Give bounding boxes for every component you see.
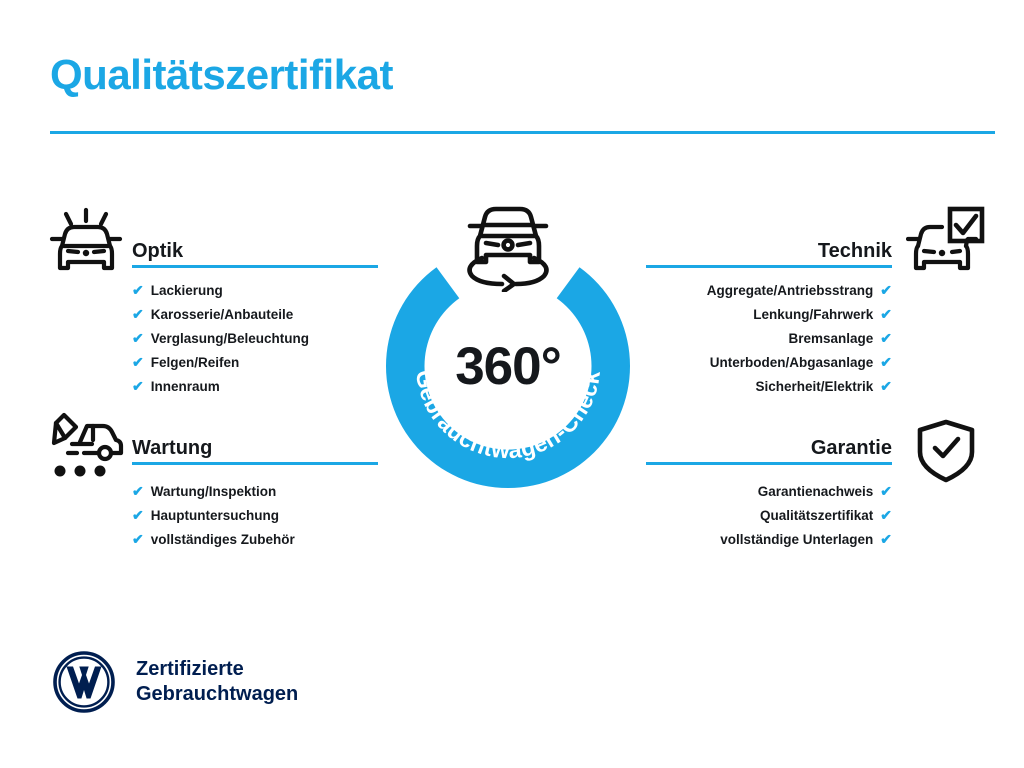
section-wartung-head: Wartung <box>132 438 378 465</box>
list-item-label: Sicherheit/Elektrik <box>755 379 874 395</box>
check-icon: ✔ <box>132 483 144 499</box>
section-optik-divider <box>132 265 378 268</box>
section-wartung-title: Wartung <box>132 437 213 459</box>
check-icon: ✔ <box>132 531 144 548</box>
list-item-label: Innenraum <box>150 379 220 395</box>
section-wartung-list: ✔ Wartung/Inspektion ✔ Hauptuntersuchung ✔… <box>132 484 378 548</box>
list-item: Unterboden/Abgasanlage ✔ <box>646 355 892 371</box>
list-item: Garantienachweis ✔ <box>646 484 892 500</box>
list-item: ✔ Lackierung <box>132 283 378 299</box>
list-item-label: Verglasung/Beleuchtung <box>150 331 310 347</box>
check-icon: ✔ <box>132 378 144 395</box>
shield-check-icon <box>914 418 978 484</box>
list-item: Sicherheit/Elektrik ✔ <box>646 379 892 395</box>
list-item: ✔ Wartung/Inspektion <box>132 484 378 500</box>
section-garantie: Garantie Garantienachweis ✔ Qualitätszert… <box>646 438 892 556</box>
vw-footer-line2: Gebrauchtwagen <box>136 683 299 705</box>
badge-ring: Gebrauchtwagen-Check <box>386 267 630 489</box>
section-optik-list: ✔ Lackierung ✔ Karosserie/Anbauteile ✔ Verg… <box>132 283 378 395</box>
list-item: Lenkung/Fahrwerk ✔ <box>646 307 892 323</box>
section-garantie-title: Garantie <box>810 437 892 459</box>
list-item-label: Lackierung <box>150 283 223 298</box>
section-technik-list: Aggregate/Antriebsstrang ✔ Lenkung/Fahrwe… <box>646 283 892 395</box>
vw-footer-line1: Zertifizierte <box>136 658 244 680</box>
list-item: ✔ Verglasung/Beleuchtung <box>132 331 378 347</box>
list-item-label: Unterboden/Abgasanlage <box>709 355 874 371</box>
section-optik-head: Optik <box>132 241 378 268</box>
list-item-label: Garantienachweis <box>757 484 874 499</box>
vw-logo-icon <box>53 651 115 713</box>
list-item: ✔ Innenraum <box>132 379 378 395</box>
section-garantie-head: Garantie <box>646 438 892 465</box>
check-icon: ✔ <box>132 354 144 371</box>
section-technik-divider <box>646 265 892 268</box>
section-wartung: Wartung ✔ Wartung/Inspektion ✔ Hauptunters… <box>132 438 378 556</box>
car-front-lights-icon <box>48 206 124 278</box>
list-item: ✔ Hauptuntersuchung <box>132 508 378 524</box>
vw-footer-logo: Zertifizierte Gebrauchtwagen <box>52 650 298 714</box>
check-icon: ✔ <box>132 507 144 524</box>
list-item: Aggregate/Antriebsstrang ✔ <box>646 283 892 299</box>
car-front-checkbox-icon <box>905 206 986 278</box>
car-front-rotate-icon <box>452 196 564 294</box>
list-item-label: Bremsanlage <box>788 331 874 347</box>
car-pencil-service-icon <box>46 412 128 480</box>
vw-footer-text: Zertifizierte Gebrauchtwagen <box>136 657 298 707</box>
list-item-label: vollständiges Zubehör <box>150 532 295 548</box>
check-icon: ✔ <box>880 354 892 371</box>
check-icon: ✔ <box>880 378 892 395</box>
list-item-label: Karosserie/Anbauteile <box>150 307 294 323</box>
list-item: ✔ vollständiges Zubehör <box>132 532 378 548</box>
title-divider <box>50 131 995 134</box>
check-icon: ✔ <box>880 483 892 499</box>
check-icon: ✔ <box>880 282 892 298</box>
section-technik-head: Technik <box>646 241 892 268</box>
list-item: ✔ Felgen/Reifen <box>132 355 378 371</box>
check-icon: ✔ <box>880 306 892 323</box>
check-icon: ✔ <box>880 531 892 548</box>
list-item-label: vollständige Unterlagen <box>720 532 874 548</box>
check-icon: ✔ <box>880 330 892 347</box>
list-item-label: Lenkung/Fahrwerk <box>753 307 874 323</box>
check-icon: ✔ <box>132 282 144 298</box>
list-item: Qualitätszertifikat ✔ <box>646 508 892 524</box>
section-garantie-list: Garantienachweis ✔ Qualitätszertifikat ✔ v… <box>646 484 892 548</box>
list-item-label: Qualitätszertifikat <box>759 508 874 524</box>
section-optik-title: Optik <box>132 240 184 262</box>
list-item-label: Wartung/Inspektion <box>150 484 277 499</box>
check-icon: ✔ <box>132 330 144 347</box>
section-optik: Optik ✔ Lackierung ✔ Karosserie/Anbauteile… <box>132 241 378 403</box>
section-wartung-divider <box>132 462 378 465</box>
check-icon: ✔ <box>132 306 144 323</box>
list-item-label: Felgen/Reifen <box>150 355 240 371</box>
check-icon: ✔ <box>880 507 892 524</box>
section-technik-title: Technik <box>817 240 892 262</box>
list-item: Bremsanlage ✔ <box>646 331 892 347</box>
list-item-label: Hauptuntersuchung <box>150 508 279 524</box>
section-technik: Technik Aggregate/Antriebsstrang ✔ Lenkun… <box>646 241 892 403</box>
page-title: Qualitätszertifikat <box>50 51 393 98</box>
section-garantie-divider <box>646 462 892 465</box>
list-item-label: Aggregate/Antriebsstrang <box>706 283 874 298</box>
list-item: vollständige Unterlagen ✔ <box>646 532 892 548</box>
list-item: ✔ Karosserie/Anbauteile <box>132 307 378 323</box>
